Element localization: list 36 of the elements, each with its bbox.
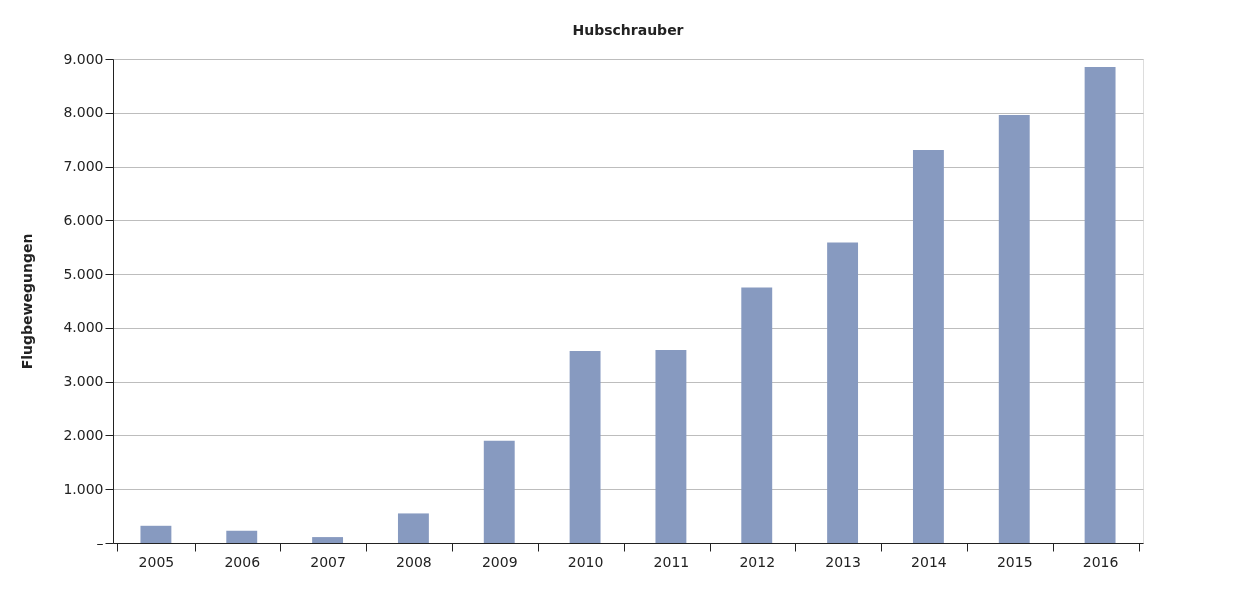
y-tick-label: 1.000 — [63, 480, 104, 497]
x-tick-label: 2007 — [310, 553, 346, 570]
bar — [312, 537, 344, 543]
bar — [140, 525, 172, 543]
bar — [998, 114, 1030, 543]
y-tick-label: 4.000 — [63, 319, 104, 336]
x-tick-label: 2016 — [1082, 553, 1119, 570]
x-tick-label: 2013 — [825, 553, 861, 570]
bar — [1084, 67, 1116, 543]
bar — [655, 349, 687, 543]
y-axis-title: Flugbewegungen — [19, 233, 36, 370]
x-tick-label: 2015 — [996, 553, 1033, 570]
x-tick-label: 2014 — [911, 553, 947, 570]
bar — [397, 513, 429, 543]
y-tick-label: 9.000 — [63, 50, 104, 67]
x-tick-label: 2010 — [567, 553, 604, 570]
x-tick-label: 2006 — [224, 553, 261, 570]
y-tick-label: 3.000 — [63, 373, 104, 390]
chart-title: Hubschrauber — [572, 22, 684, 38]
x-tick-label: 2005 — [138, 553, 175, 570]
y-tick-label: – — [96, 534, 104, 551]
y-tick-label: 5.000 — [63, 265, 104, 282]
y-tick-label: 6.000 — [63, 211, 104, 228]
x-tick-label: 2012 — [739, 553, 776, 570]
x-tick-label: 2011 — [653, 553, 690, 570]
y-tick-label: 2.000 — [63, 426, 104, 443]
bar — [483, 440, 515, 543]
bar — [741, 287, 773, 543]
x-tick-label: 2009 — [481, 553, 518, 570]
bar — [912, 149, 944, 543]
bar — [226, 530, 258, 543]
bar — [827, 242, 859, 543]
x-tick-label: 2008 — [396, 553, 432, 570]
y-tick-label: 8.000 — [63, 104, 104, 121]
y-tick-label: 7.000 — [63, 158, 104, 175]
bar — [569, 351, 601, 543]
